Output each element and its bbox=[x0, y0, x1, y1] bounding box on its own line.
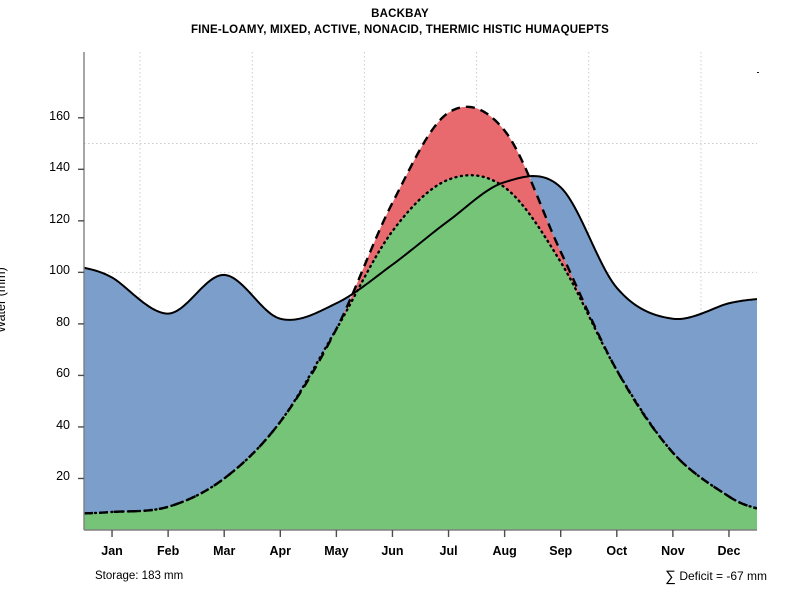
y-tick-label: 100 bbox=[49, 263, 70, 278]
region-surplus-recharge bbox=[84, 267, 351, 514]
page-title: BACKBAY bbox=[371, 8, 429, 20]
storage-annotation: Storage: 183 mm bbox=[95, 570, 184, 582]
x-tick-label-apr: Apr bbox=[269, 544, 292, 558]
series-line-ppt bbox=[84, 175, 757, 321]
x-tick-label-may: May bbox=[324, 544, 349, 558]
y-tick-label: 60 bbox=[56, 366, 70, 381]
x-tick-label-nov: Nov bbox=[661, 544, 685, 558]
region-surplus-recharge bbox=[530, 176, 757, 509]
x-tick-label-aug: Aug bbox=[492, 544, 517, 558]
y-axis-title: Water (mm) bbox=[0, 267, 8, 333]
deficit-annotation-text: Deficit = -67 mm bbox=[679, 569, 767, 583]
y-tick-label: 20 bbox=[56, 469, 70, 484]
chart-subtitle: FINE-LOAMY, MIXED, ACTIVE, NONACID, THER… bbox=[190, 24, 610, 36]
region-utilization bbox=[84, 175, 757, 530]
x-tick-label-jul: Jul bbox=[439, 544, 458, 558]
x-tick-label-mar: Mar bbox=[213, 544, 236, 558]
sigma-icon: ∑ bbox=[665, 568, 676, 585]
y-tick-label: 40 bbox=[56, 417, 70, 432]
chart-title-block: BACKBAY FINE-LOAMY, MIXED, ACTIVE, NONAC… bbox=[0, 6, 800, 38]
series-line-aet bbox=[84, 174, 757, 515]
x-tick-label-dec: Dec bbox=[717, 544, 741, 558]
y-tick-label: 120 bbox=[49, 211, 70, 226]
y-tick-label: 80 bbox=[56, 314, 70, 329]
x-tick-label-jun: Jun bbox=[381, 544, 404, 558]
x-tick-label-oct: Oct bbox=[606, 544, 628, 558]
region-deficit bbox=[84, 106, 757, 514]
x-tick-label-jan: Jan bbox=[101, 544, 123, 558]
deficit-annotation: ∑ Deficit = -67 mm bbox=[665, 568, 767, 585]
x-tick-label-feb: Feb bbox=[157, 544, 180, 558]
x-tick-label-sep: Sep bbox=[549, 544, 573, 558]
y-tick-label: 160 bbox=[49, 108, 70, 123]
y-tick-label: 140 bbox=[49, 160, 70, 175]
